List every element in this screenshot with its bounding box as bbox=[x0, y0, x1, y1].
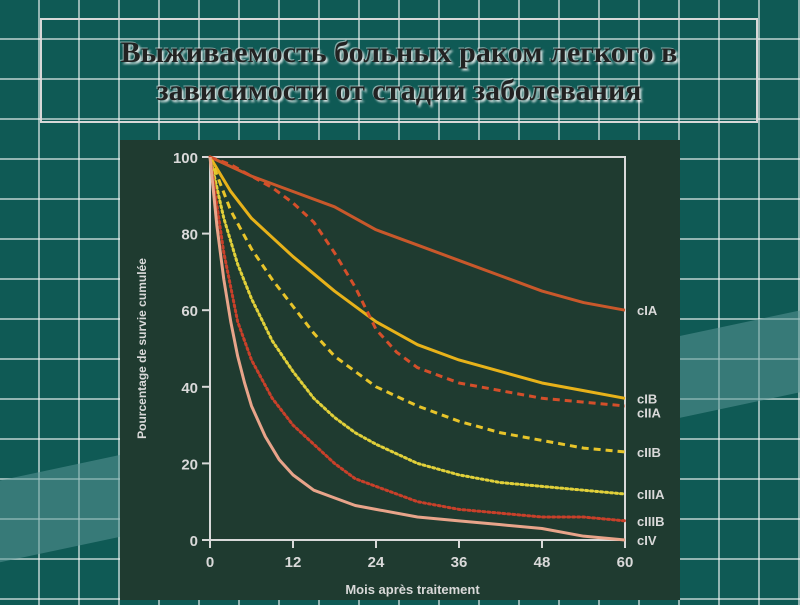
y-tick-label: 80 bbox=[181, 227, 198, 244]
x-tick-label: 12 bbox=[285, 554, 302, 571]
y-axis-label: Pourcentage de survie cumulée bbox=[135, 258, 149, 439]
survival-chart-svg: 0 20 40 60 80 100 0 12 24 36 48 60 Mois après traite… bbox=[135, 150, 665, 597]
series-line-civ bbox=[208, 156, 626, 542]
x-tick-label: 48 bbox=[534, 554, 551, 571]
slide-title-line-2: зависимости от стадии заболевания bbox=[156, 74, 642, 107]
series-label-ciib: cIIB bbox=[637, 445, 661, 460]
chart-axes: 0 20 40 60 80 100 0 12 24 36 48 60 Mois après traite… bbox=[135, 150, 633, 597]
series-line-ciiia bbox=[208, 155, 627, 496]
series-label-ciia: cIIA bbox=[637, 405, 661, 420]
series-line-ciib bbox=[208, 156, 626, 454]
slide-title: Выживаемость больных раком легкого в зав… bbox=[40, 34, 758, 110]
series-label-civ: cIV bbox=[637, 533, 657, 548]
x-tick-label: 24 bbox=[368, 554, 385, 571]
plot-frame bbox=[209, 156, 626, 541]
series-label-ciiia: cIIIA bbox=[637, 487, 665, 502]
series-line-ciia bbox=[209, 155, 626, 408]
title-frame bbox=[40, 18, 758, 123]
series-label-cia: cIA bbox=[637, 303, 658, 318]
chart-series bbox=[208, 155, 627, 542]
x-tick-label: 0 bbox=[206, 554, 214, 571]
series-label-cib: cIB bbox=[637, 391, 657, 406]
x-tick-label: 36 bbox=[451, 554, 468, 571]
x-axis-label: Mois après traitement bbox=[345, 582, 480, 597]
series-label-ciiib: cIIIB bbox=[637, 514, 664, 529]
y-tick-label: 100 bbox=[173, 150, 198, 167]
x-tick-label: 60 bbox=[617, 554, 634, 571]
slide-title-line-1: Выживаемость больных раком легкого в bbox=[120, 36, 678, 69]
series-line-cib bbox=[208, 156, 626, 400]
series-line-ciiib bbox=[208, 155, 627, 523]
y-tick-label: 40 bbox=[181, 380, 198, 397]
y-tick-label: 60 bbox=[181, 303, 198, 320]
y-tick-label: 0 bbox=[190, 533, 198, 550]
y-tick-label: 20 bbox=[181, 456, 198, 473]
survival-chart: 0 20 40 60 80 100 0 12 24 36 48 60 Mois après traite… bbox=[120, 140, 680, 600]
series-line-cia bbox=[209, 155, 626, 312]
